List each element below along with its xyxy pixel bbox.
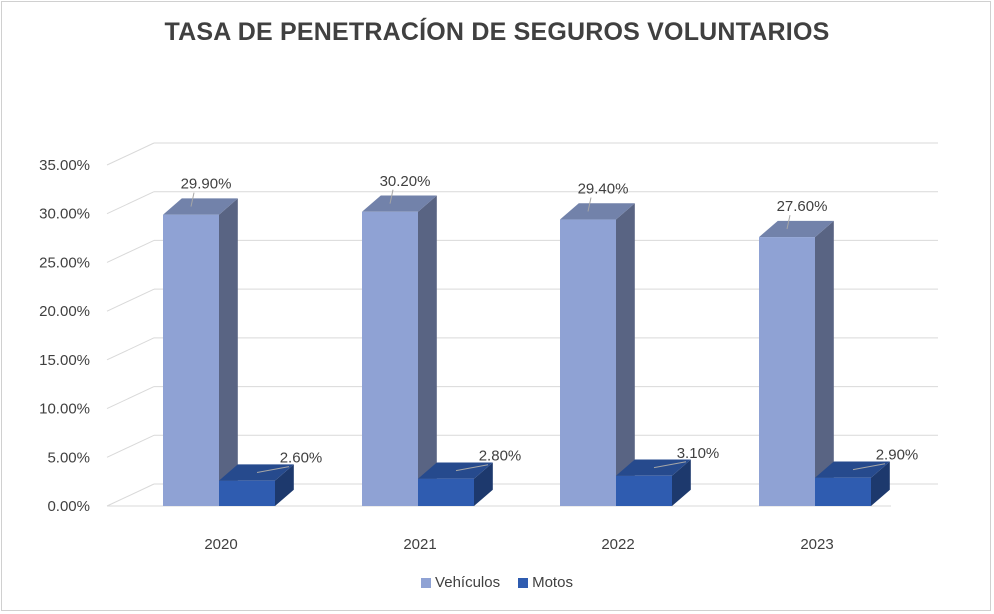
gridline-depth: [106, 434, 155, 458]
data-label-leader: [653, 461, 687, 469]
bar-vehculos-2022: 29.40%: [560, 181, 635, 506]
data-label-leader: [852, 463, 886, 471]
bar-side: [275, 464, 294, 506]
x-tick-label: 2022: [601, 536, 634, 553]
gridline-depth: [106, 142, 155, 166]
bar-top: [219, 464, 294, 481]
data-label: 29.90%: [181, 176, 232, 193]
y-tick-label: 10.00%: [39, 401, 90, 418]
gridline-depth: [106, 191, 155, 215]
y-tick-label: 25.00%: [39, 254, 90, 271]
legend: Vehículos Motos: [0, 574, 994, 591]
bar-motos-2021: 2.80%: [418, 448, 521, 506]
bar-motos-2023: 2.90%: [815, 447, 918, 506]
y-tick-label: 0.00%: [47, 498, 90, 515]
x-tick-label: 2023: [800, 536, 833, 553]
bar-top: [163, 198, 238, 215]
bar-front: [759, 237, 815, 506]
bar-top: [815, 461, 890, 478]
bar-side: [474, 462, 493, 506]
bar-top: [362, 195, 437, 212]
legend-label-motos: Motos: [532, 574, 573, 591]
y-tick-label: 15.00%: [39, 352, 90, 369]
bar-top: [616, 459, 691, 476]
data-label: 3.10%: [677, 445, 720, 462]
gridline-depth: [106, 386, 155, 410]
bar-side: [219, 198, 238, 506]
bar-side: [815, 220, 834, 506]
legend-item-vehiculos: Vehículos: [421, 574, 500, 591]
legend-swatch-motos: [518, 577, 529, 588]
bar-side: [418, 195, 437, 506]
x-tick-label: 2021: [403, 536, 436, 553]
bar-top: [418, 462, 493, 479]
bar-top: [759, 220, 834, 238]
legend-swatch-vehiculos: [421, 577, 432, 588]
bars: 29.90% 2.60% 30.20% 2.80% 29.40% 3.10% 27.60% 2…: [163, 173, 918, 506]
bar-motos-2020: 2.60%: [219, 450, 322, 506]
bar-front: [815, 477, 871, 506]
gridline-depth: [106, 288, 155, 312]
data-label-leader: [190, 192, 195, 207]
data-label: 29.40%: [578, 181, 629, 198]
data-label: 2.60%: [280, 450, 323, 467]
legend-item-motos: Motos: [518, 574, 573, 591]
data-label: 2.90%: [876, 447, 919, 464]
bar-motos-2022: 3.10%: [616, 445, 719, 506]
bar-front: [163, 214, 219, 506]
bar-vehculos-2023: 27.60%: [759, 198, 834, 506]
bar-front: [418, 478, 474, 506]
gridline-depth: [106, 483, 155, 507]
bar-front: [362, 211, 418, 506]
y-tick-label: 5.00%: [47, 449, 90, 466]
data-label-leader: [256, 466, 290, 474]
data-label: 30.20%: [380, 173, 431, 190]
y-tick-label: 20.00%: [39, 303, 90, 320]
bar-front: [616, 475, 672, 506]
bar-front: [219, 480, 275, 506]
y-axis-ticks: 0.00% 5.00% 10.00% 15.00% 20.00% 25.00% 30.00%…: [39, 157, 90, 515]
bar-vehculos-2020: 29.90%: [163, 176, 238, 506]
x-tick-label: 2020: [204, 536, 237, 553]
y-tick-label: 35.00%: [39, 157, 90, 174]
data-label: 27.60%: [777, 198, 828, 215]
bar-side: [672, 459, 691, 506]
y-tick-label: 30.00%: [39, 206, 90, 223]
data-label-leader: [587, 197, 592, 212]
bar-vehculos-2021: 30.20%: [362, 173, 437, 506]
legend-label-vehiculos: Vehículos: [435, 574, 501, 591]
data-label-leader: [786, 214, 791, 230]
data-label-leader: [389, 189, 394, 204]
bar-top: [560, 203, 635, 220]
x-axis-ticks: 2020 2021 2022 2023: [204, 536, 833, 553]
data-label-leader: [455, 464, 489, 472]
gridline-depth: [106, 239, 155, 263]
data-label: 2.80%: [479, 448, 522, 465]
bar-side: [616, 203, 635, 506]
bar-front: [560, 219, 616, 506]
gridline-depth: [106, 337, 155, 361]
bar-side: [871, 461, 890, 506]
chart-title: TASA DE PENETRACÍON DE SEGUROS VOLUNTARI…: [164, 18, 830, 46]
